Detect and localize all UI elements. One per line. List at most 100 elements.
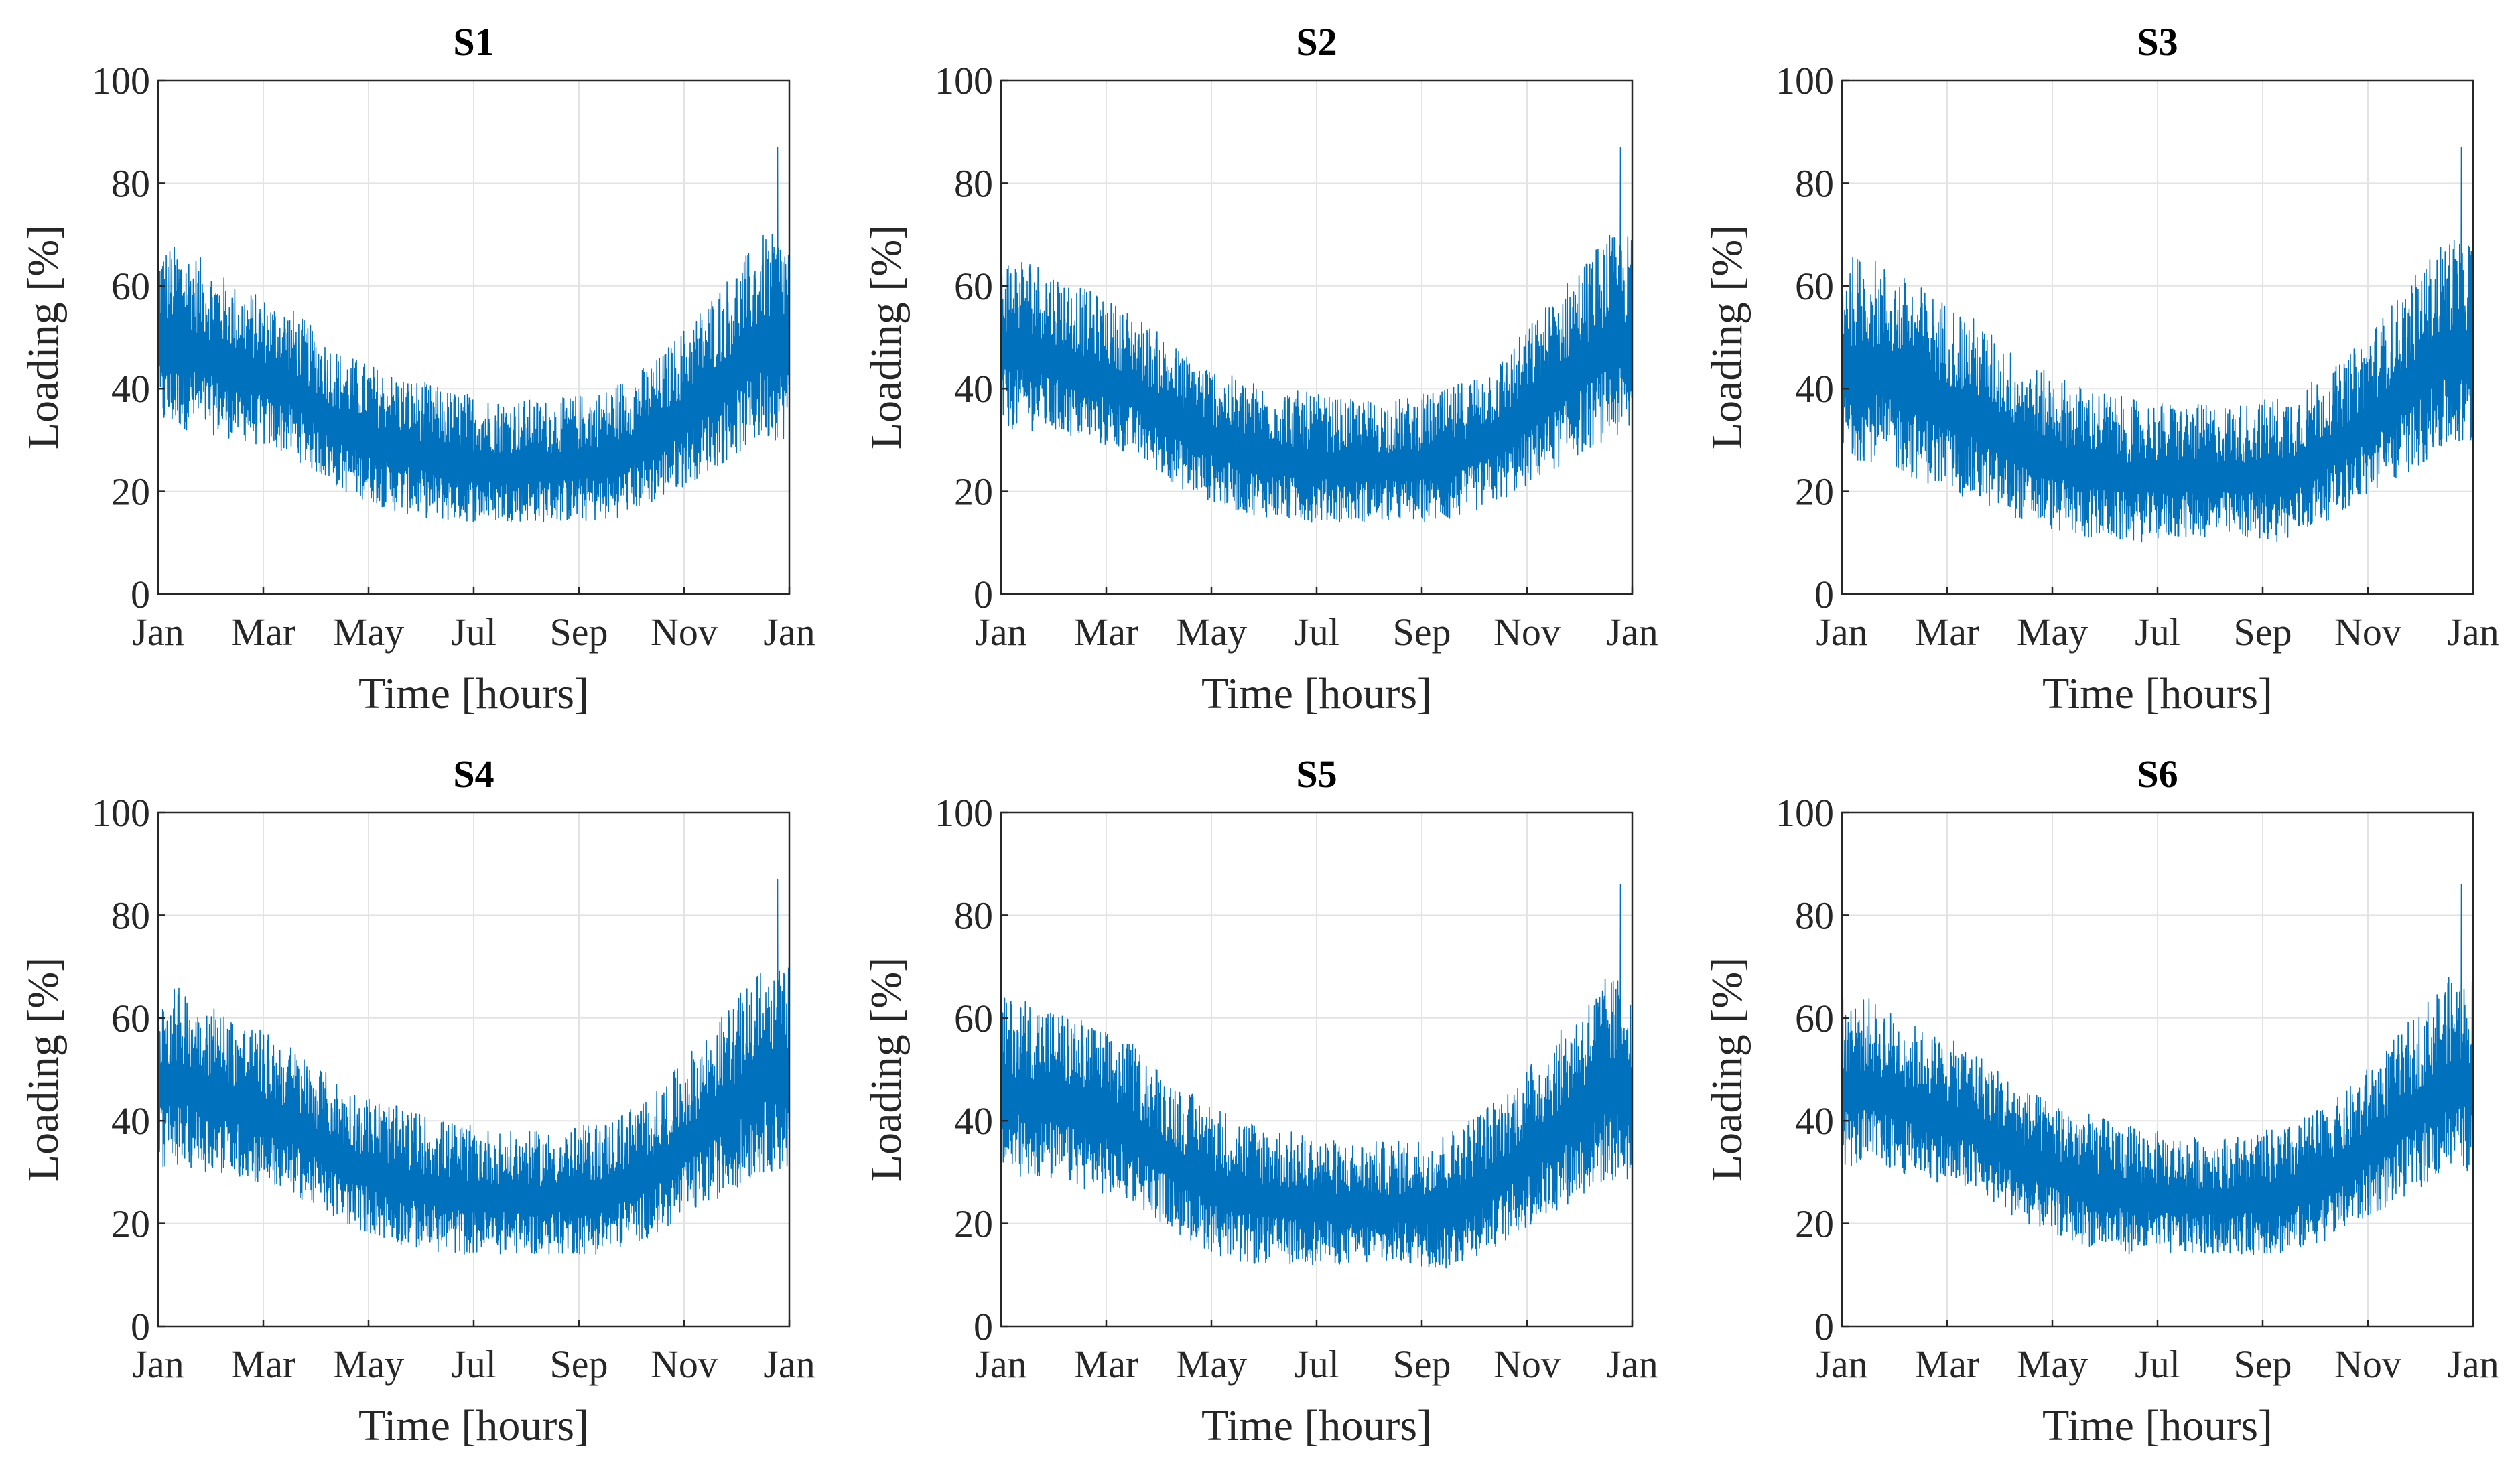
y-axis-label: Loading [%] — [862, 225, 911, 449]
x-tick-label: Jan — [2447, 1342, 2499, 1386]
y-tick-label: 60 — [1795, 997, 1834, 1040]
y-tick-label: 40 — [954, 367, 993, 411]
x-tick-label: May — [333, 1342, 404, 1386]
chart-panel-s4: 0 20 40 60 80 100 Jan Mar May Jul Sep Nov Jan S4 Time … — [19, 752, 815, 1450]
y-tick-label: 0 — [131, 1305, 150, 1348]
x-axis-label: Time [hours] — [358, 669, 589, 718]
y-tick-label: 80 — [954, 161, 993, 205]
x-axis-label: Time [hours] — [2042, 669, 2273, 718]
x-tick-label: Sep — [550, 1342, 608, 1386]
x-tick-label: Mar — [1915, 1342, 1980, 1386]
y-tick-label: 100 — [935, 59, 993, 102]
x-tick-label: Jul — [1294, 610, 1339, 654]
y-axis-label: Loading [%] — [862, 957, 911, 1182]
y-tick-label: 100 — [1776, 59, 1834, 102]
x-tick-label: Sep — [2234, 610, 2292, 654]
x-tick-label: Nov — [2334, 610, 2401, 654]
y-tick-label: 0 — [974, 573, 993, 616]
x-tick-label: Nov — [2334, 1342, 2401, 1386]
y-tick-label: 100 — [92, 791, 150, 835]
x-tick-label: Jan — [1606, 610, 1658, 654]
x-tick-label: Mar — [231, 610, 296, 654]
x-tick-label: May — [1176, 610, 1247, 654]
x-tick-label: Nov — [651, 610, 718, 654]
y-axis-label: Loading [%] — [1703, 225, 1751, 449]
y-axis-label: Loading [%] — [1703, 957, 1751, 1182]
chart-panel-s5: 0 20 40 60 80 100 Jan Mar May Jul Sep Nov Jan S5 Time … — [862, 752, 1658, 1450]
x-tick-label: Mar — [1074, 610, 1139, 654]
y-tick-label: 0 — [974, 1305, 993, 1348]
x-tick-label: Sep — [1393, 610, 1451, 654]
y-tick-label: 0 — [1814, 573, 1834, 616]
y-tick-label: 40 — [1795, 1099, 1834, 1143]
y-tick-label: 40 — [111, 367, 150, 411]
y-tick-label: 0 — [131, 573, 150, 616]
chart-panel-s6: 0 20 40 60 80 100 Jan Mar May Jul Sep Nov Jan S6 Time … — [1703, 752, 2499, 1450]
x-tick-label: Nov — [651, 1342, 718, 1386]
chart-title: S6 — [2137, 752, 2178, 796]
chart-title: S4 — [453, 752, 494, 796]
series-line-loading — [1841, 884, 2474, 1255]
y-tick-label: 60 — [954, 265, 993, 308]
chart-panel-s2: 0 20 40 60 80 100 Jan Mar May Jul Sep Nov Jan S2 Time … — [862, 20, 1658, 718]
chart-title: S5 — [1296, 752, 1337, 796]
y-tick-label: 0 — [1814, 1305, 1834, 1348]
x-tick-label: Nov — [1494, 1342, 1561, 1386]
x-axis-label: Time [hours] — [358, 1401, 589, 1450]
x-tick-label: Jul — [2135, 610, 2180, 654]
x-tick-label: Jul — [1294, 1342, 1339, 1386]
x-tick-label: Jan — [1606, 1342, 1658, 1386]
y-tick-label: 100 — [935, 791, 993, 835]
x-tick-label: Sep — [1393, 1342, 1451, 1386]
x-axis-label: Time [hours] — [1201, 1401, 1432, 1450]
x-tick-label: Jul — [451, 1342, 496, 1386]
y-tick-label: 80 — [1795, 161, 1834, 205]
y-tick-label: 60 — [111, 265, 150, 308]
series-line-loading — [1841, 146, 2474, 543]
x-tick-label: Jan — [132, 610, 184, 654]
chart-title: S3 — [2137, 20, 2178, 64]
chart-title: S2 — [1296, 20, 1337, 64]
x-tick-label: Nov — [1494, 610, 1561, 654]
y-tick-label: 40 — [1795, 367, 1834, 411]
y-tick-label: 60 — [954, 997, 993, 1040]
y-tick-label: 60 — [111, 997, 150, 1040]
x-tick-label: Sep — [2234, 1342, 2292, 1386]
y-tick-label: 100 — [92, 59, 150, 102]
y-tick-label: 80 — [111, 894, 150, 937]
chart-panel-s3: 0 20 40 60 80 100 Jan Mar May Jul Sep Nov Jan S3 Time … — [1703, 20, 2499, 718]
y-tick-label: 20 — [1795, 470, 1834, 514]
series-line-loading — [1000, 884, 1633, 1269]
x-tick-label: Jan — [132, 1342, 184, 1386]
x-axis-label: Time [hours] — [2042, 1401, 2273, 1450]
x-tick-label: Jan — [975, 610, 1026, 654]
x-tick-label: Jan — [763, 610, 815, 654]
y-axis-label: Loading [%] — [19, 225, 68, 449]
y-tick-label: 20 — [111, 1202, 150, 1246]
x-tick-label: Sep — [550, 610, 608, 654]
x-tick-label: Jul — [2135, 1342, 2180, 1386]
y-axis-label: Loading [%] — [19, 957, 68, 1182]
x-tick-label: May — [333, 610, 404, 654]
y-tick-label: 40 — [111, 1099, 150, 1143]
chart-title: S1 — [453, 20, 494, 64]
chart-panel-s1: 0 20 40 60 80 100 Jan Mar May Jul Sep Nov Jan S1 Time … — [19, 20, 815, 718]
y-tick-label: 20 — [1795, 1202, 1834, 1246]
y-tick-label: 80 — [111, 161, 150, 205]
y-tick-label: 80 — [954, 894, 993, 937]
x-tick-label: Mar — [1074, 1342, 1139, 1386]
y-tick-label: 20 — [954, 1202, 993, 1246]
x-tick-label: Mar — [1915, 610, 1980, 654]
x-tick-label: Jul — [451, 610, 496, 654]
x-tick-label: Jan — [763, 1342, 815, 1386]
series-line-loading — [157, 146, 790, 523]
x-tick-label: Jan — [1816, 1342, 1867, 1386]
y-tick-label: 40 — [954, 1099, 993, 1143]
y-tick-label: 20 — [111, 470, 150, 514]
y-tick-label: 20 — [954, 470, 993, 514]
series-line-loading — [1000, 146, 1633, 523]
x-tick-label: May — [2017, 1342, 2088, 1386]
x-axis-label: Time [hours] — [1201, 669, 1432, 718]
y-tick-label: 60 — [1795, 265, 1834, 308]
